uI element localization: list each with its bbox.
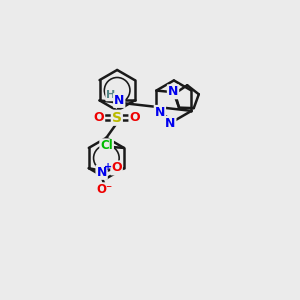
Text: N: N bbox=[168, 85, 178, 98]
Text: +: + bbox=[104, 162, 112, 172]
Text: O: O bbox=[94, 111, 104, 124]
Text: O: O bbox=[129, 111, 140, 124]
Text: N: N bbox=[165, 117, 175, 130]
Text: N: N bbox=[155, 106, 165, 119]
Text: N: N bbox=[96, 166, 107, 179]
Text: Cl: Cl bbox=[100, 139, 113, 152]
Text: O⁻: O⁻ bbox=[96, 183, 112, 196]
Text: S: S bbox=[112, 111, 122, 125]
Text: N: N bbox=[114, 94, 124, 107]
Text: H: H bbox=[106, 90, 116, 100]
Text: O: O bbox=[111, 161, 122, 174]
